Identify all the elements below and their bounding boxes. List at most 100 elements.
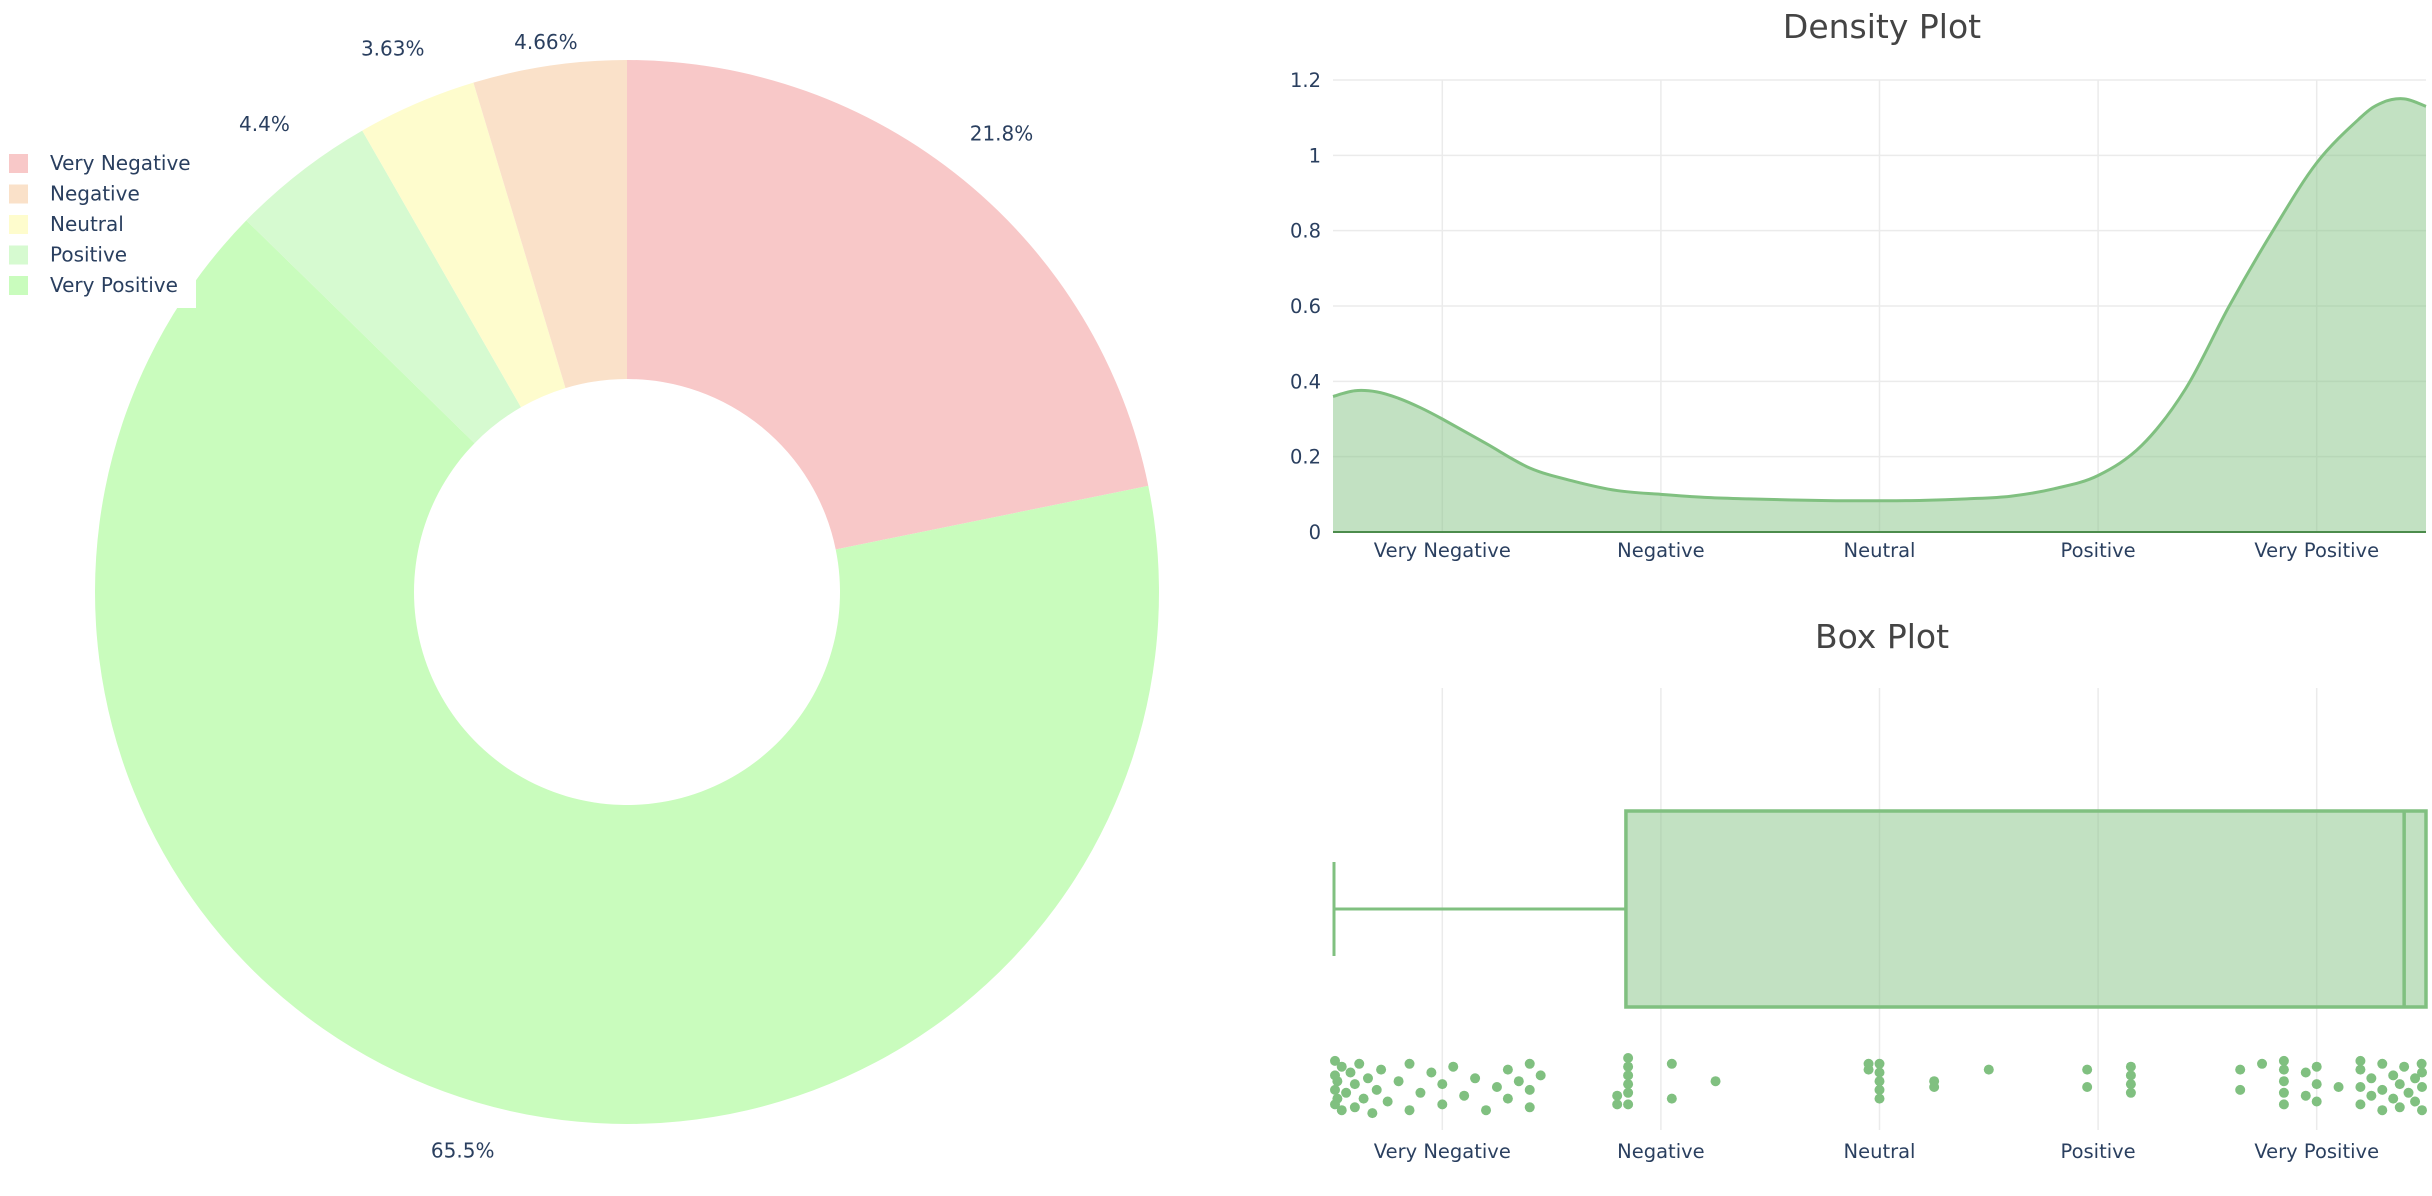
box-data-point	[1345, 1067, 1356, 1078]
box-data-point	[1874, 1093, 1885, 1104]
box-data-point	[2403, 1087, 2414, 1098]
box-data-point	[1983, 1064, 1994, 1075]
box-data-point	[1332, 1093, 1343, 1104]
box-data-point	[1502, 1064, 1513, 1075]
box-data-point	[1404, 1058, 1415, 1069]
donut-slice-very-negative	[627, 60, 1149, 550]
donut-label-negative: 4.66%	[514, 30, 578, 54]
box-data-point	[1354, 1058, 1365, 1069]
box-data-point	[2333, 1082, 2344, 1092]
donut-slice-negative	[473, 60, 627, 389]
density-ytick-label: 0	[1309, 521, 1321, 544]
density-xtick-positive: Positive	[2061, 539, 2136, 562]
legend-label-neutral: Neutral	[50, 212, 124, 236]
box-data-point	[2311, 1079, 2322, 1090]
box-data-point	[2394, 1079, 2405, 1090]
box-data-point	[2388, 1070, 2399, 1081]
box-xtick-negative: Negative	[1617, 1140, 1705, 1163]
box-data-point	[2366, 1073, 2377, 1084]
density-area-fill	[1333, 98, 2426, 532]
box-data-point	[1623, 1061, 1634, 1072]
box-data-point	[1332, 1076, 1343, 1087]
box-data-point	[2416, 1058, 2427, 1069]
box-data-point	[2388, 1093, 2399, 1104]
box-data-point	[1336, 1105, 1347, 1116]
box-data-point	[2355, 1082, 2366, 1092]
density-curve-line	[1332, 97, 2427, 503]
donut-slice-neutral	[362, 82, 566, 408]
box-data-point	[2355, 1055, 2366, 1066]
density-ytick-label: 0.4	[1290, 370, 1321, 393]
box-data-point	[2417, 1082, 2427, 1092]
box-data-point	[1426, 1067, 1437, 1078]
box-data-point	[2377, 1105, 2388, 1116]
box-data-point	[2394, 1102, 2405, 1113]
donut-label-very-negative: 21.8%	[970, 122, 1034, 146]
box-xtick-neutral: Neutral	[1844, 1140, 1916, 1163]
box-data-point	[2399, 1061, 2410, 1072]
box-xtick-positive: Positive	[2061, 1140, 2136, 1163]
box-data-point	[1404, 1105, 1415, 1116]
box-data-point	[1666, 1093, 1677, 1104]
box-data-point	[2278, 1099, 2289, 1110]
box-data-point	[2235, 1064, 2246, 1075]
legend-swatch-negative	[9, 184, 28, 204]
box-data-point	[1874, 1067, 1885, 1078]
box-data-point	[1358, 1093, 1369, 1104]
box-data-point	[2278, 1076, 2289, 1087]
density-ytick-label: 1.2	[1290, 69, 1321, 92]
donut-label-very-positive: 65.5%	[431, 1138, 495, 1162]
box-data-point	[1502, 1093, 1513, 1104]
donut-chart: 21.8% 65.5% 4.4% 3.63% 4.66%	[94, 30, 1159, 1162]
legend-label-negative: Negative	[50, 182, 140, 206]
box-data-point	[2377, 1058, 2388, 1069]
donut-label-positive: 4.4%	[239, 112, 290, 136]
box-data-point	[1612, 1099, 1623, 1110]
box-data-point	[2417, 1105, 2427, 1116]
box-data-point	[2278, 1087, 2289, 1098]
box-data-point	[1524, 1058, 1535, 1069]
box-data-point	[2125, 1079, 2136, 1090]
box-data-point	[2355, 1064, 2366, 1075]
density-ytick-label: 0.6	[1290, 295, 1321, 318]
box-data-point	[2125, 1070, 2136, 1081]
box-data-point	[1393, 1076, 1404, 1087]
box-data-point	[1349, 1079, 1360, 1090]
density-xtick-very-positive: Very Positive	[2254, 539, 2379, 562]
box-data-point	[1481, 1105, 1492, 1116]
legend-swatch-very-negative	[9, 154, 28, 173]
density-plot-title: Density Plot	[1783, 7, 1981, 46]
box-data-point	[1623, 1070, 1634, 1081]
box-data-point	[1929, 1076, 1940, 1087]
box-data-point	[2125, 1087, 2136, 1098]
box-data-point	[2082, 1064, 2093, 1075]
box-data-point	[1362, 1073, 1373, 1084]
box-data-point	[1535, 1070, 1546, 1081]
box-data-point	[1330, 1084, 1340, 1095]
box-data-point	[1623, 1053, 1634, 1063]
box-data-point	[2311, 1096, 2322, 1107]
density-ytick-label: 0.2	[1290, 446, 1321, 469]
donut-slice-positive	[246, 130, 521, 444]
density-xtick-neutral: Neutral	[1844, 539, 1916, 562]
box-data-point	[1336, 1061, 1347, 1072]
box-data-point	[1623, 1087, 1634, 1098]
density-ytick-label: 1	[1309, 144, 1321, 167]
box-data-point	[1874, 1076, 1885, 1087]
box-iqr-rect	[1624, 809, 2428, 1009]
box-data-point	[1415, 1087, 1426, 1098]
box-data-point	[1612, 1090, 1623, 1101]
box-plot: Box Plot Very Negative Negative Neutral Pos…	[1330, 617, 2428, 1163]
box-xtick-very-negative: Very Negative	[1374, 1140, 1511, 1163]
box-data-point	[2278, 1055, 2289, 1066]
box-data-point	[2377, 1084, 2388, 1095]
box-data-point	[1491, 1082, 1502, 1092]
box-data-point	[1874, 1084, 1885, 1095]
box-data-point	[1524, 1102, 1535, 1113]
box-data-point	[2355, 1099, 2366, 1110]
legend-label-very-positive: Very Positive	[50, 273, 178, 297]
box-data-point	[1874, 1058, 1885, 1069]
density-xtick-very-negative: Very Negative	[1374, 539, 1511, 562]
legend-swatch-neutral	[9, 215, 28, 234]
box-data-point	[2257, 1058, 2268, 1069]
